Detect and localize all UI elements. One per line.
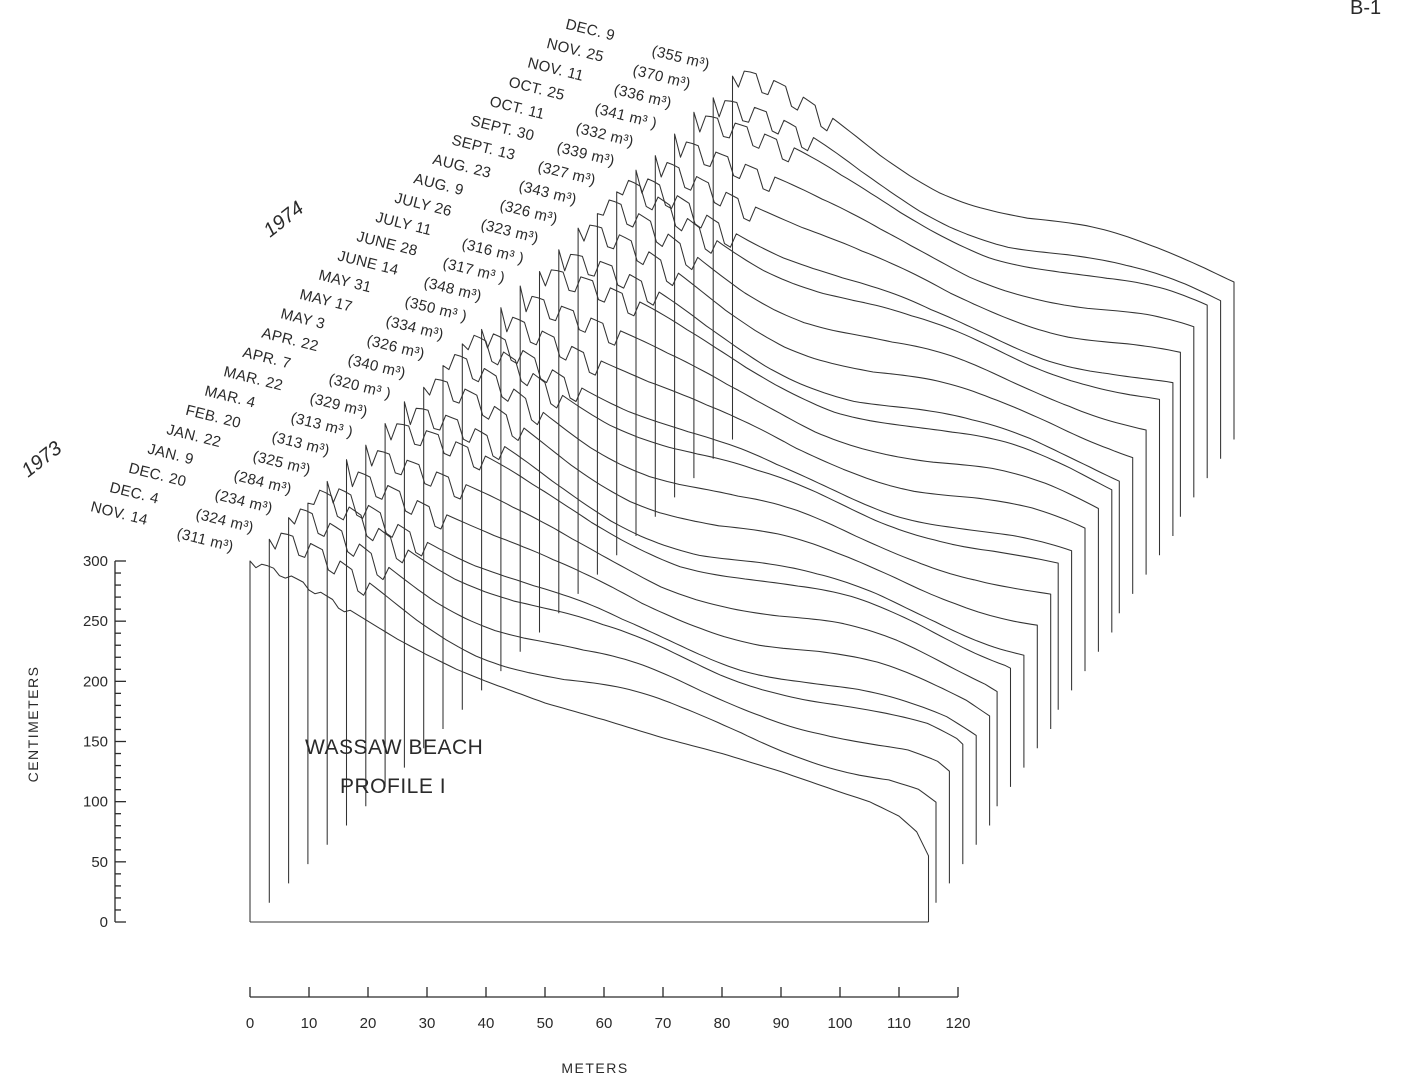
profile-line bbox=[712, 97, 1222, 459]
profile-line bbox=[577, 224, 1134, 594]
profile-line bbox=[384, 422, 1012, 787]
x-axis: 0 10 20 30 40 50 60 70 80 90 100 110 120 METERS bbox=[246, 987, 971, 1076]
y-tick-label: 300 bbox=[83, 553, 108, 570]
profile-line bbox=[500, 307, 1086, 672]
x-tick-label: 80 bbox=[714, 1015, 731, 1032]
profile-line bbox=[519, 285, 1099, 652]
profile-line bbox=[326, 480, 977, 845]
x-axis-title: METERS bbox=[561, 1060, 628, 1076]
x-tick-label: 100 bbox=[827, 1015, 852, 1032]
profile-line bbox=[442, 353, 1052, 729]
profile-line bbox=[481, 328, 1073, 691]
y-tick-label: 150 bbox=[83, 734, 108, 751]
profile-line bbox=[249, 560, 930, 922]
year-label-1974: 1974 bbox=[260, 197, 309, 242]
profile-line bbox=[654, 155, 1181, 517]
x-tick-label: 110 bbox=[887, 1015, 911, 1032]
profile-line bbox=[596, 199, 1147, 575]
profile-line bbox=[674, 133, 1195, 498]
y-tick-label: 0 bbox=[100, 914, 108, 931]
profile-line bbox=[693, 111, 1208, 479]
chart-title: WASSAW BEACH bbox=[305, 736, 483, 759]
y-tick-label: 250 bbox=[83, 613, 108, 630]
y-axis: 0 50 100 150 200 250 300 CENTIMETERS bbox=[25, 553, 126, 931]
profile-line bbox=[731, 70, 1235, 440]
x-axis-ticks: 0 10 20 30 40 50 60 70 80 90 100 110 120 bbox=[246, 987, 971, 1032]
x-tick-label: 10 bbox=[301, 1015, 318, 1032]
year-label-1973: 1973 bbox=[18, 437, 67, 482]
profile-line bbox=[558, 249, 1120, 614]
profile-line bbox=[288, 508, 950, 884]
profile-line bbox=[403, 401, 1025, 768]
profile-line bbox=[461, 334, 1059, 710]
x-tick-label: 120 bbox=[945, 1015, 970, 1032]
profile-line bbox=[635, 169, 1174, 536]
x-tick-label: 70 bbox=[655, 1015, 672, 1032]
y-tick-label: 100 bbox=[83, 794, 108, 811]
profile-line bbox=[616, 179, 1161, 556]
x-tick-label: 0 bbox=[246, 1015, 254, 1032]
x-tick-label: 50 bbox=[537, 1015, 554, 1032]
profile-series-layer bbox=[249, 70, 1235, 923]
x-tick-label: 20 bbox=[360, 1015, 377, 1032]
y-axis-ticks: 0 50 100 150 200 250 300 bbox=[83, 553, 126, 931]
y-axis-title: CENTIMETERS bbox=[25, 666, 41, 783]
x-tick-label: 30 bbox=[419, 1015, 436, 1032]
survey-date: MAY 3 bbox=[279, 305, 327, 332]
y-tick-label: 50 bbox=[91, 854, 108, 871]
profile-line bbox=[268, 532, 937, 903]
profile-line bbox=[365, 444, 998, 807]
x-tick-label: 60 bbox=[596, 1015, 613, 1032]
page-mark: B-1 bbox=[1350, 0, 1381, 19]
profile-line bbox=[423, 378, 1038, 749]
chart-subtitle: PROFILE I bbox=[340, 775, 446, 798]
y-tick-label: 200 bbox=[83, 673, 108, 690]
survey-date: JAN. 9 bbox=[146, 440, 196, 468]
profile-line bbox=[345, 459, 991, 826]
x-tick-label: 40 bbox=[478, 1015, 495, 1032]
profile-line bbox=[307, 489, 964, 865]
x-tick-label: 90 bbox=[773, 1015, 790, 1032]
profile-line bbox=[538, 269, 1113, 633]
